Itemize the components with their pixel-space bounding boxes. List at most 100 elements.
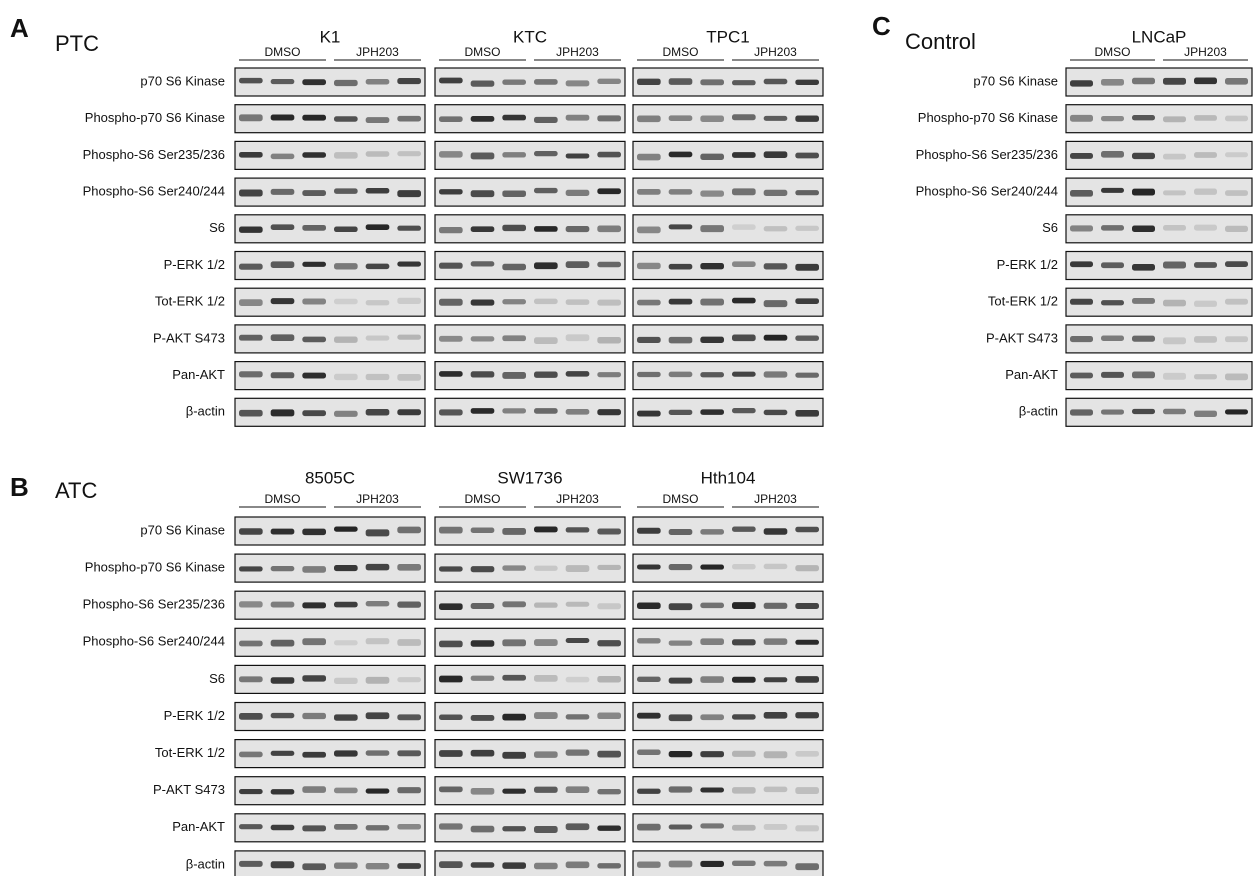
band	[597, 863, 621, 868]
band	[302, 115, 326, 121]
band	[637, 79, 661, 85]
band	[502, 789, 526, 794]
blot-frame	[235, 398, 425, 426]
band	[471, 528, 495, 533]
band	[669, 152, 693, 158]
band	[397, 409, 421, 415]
blot	[1066, 215, 1252, 243]
band	[700, 409, 724, 414]
band	[366, 788, 390, 793]
band	[700, 787, 724, 792]
blot-frame	[633, 105, 823, 133]
band	[397, 527, 421, 534]
band	[471, 261, 495, 266]
band	[502, 675, 526, 681]
band	[502, 152, 526, 157]
protein-label: P-ERK 1/2	[997, 257, 1058, 272]
blot-frame	[633, 68, 823, 96]
group-label: DMSO	[265, 492, 301, 506]
band	[1163, 261, 1186, 268]
blot	[235, 178, 425, 206]
band	[1070, 80, 1093, 86]
band	[566, 299, 590, 304]
blot	[235, 325, 425, 353]
band	[566, 527, 590, 532]
blot	[235, 105, 425, 133]
blot	[235, 740, 425, 768]
cell-line-name: TPC1	[706, 27, 749, 46]
blot-frame	[633, 178, 823, 206]
blot	[633, 517, 823, 545]
band	[732, 372, 756, 377]
blot	[1066, 68, 1252, 96]
band	[1225, 78, 1248, 85]
band	[669, 264, 693, 270]
protein-label: β-actin	[186, 856, 225, 871]
band	[795, 787, 819, 794]
band	[271, 261, 295, 268]
blot	[1066, 362, 1252, 390]
band	[795, 676, 819, 683]
protein-label: P-ERK 1/2	[164, 708, 225, 723]
blot	[435, 362, 625, 390]
band	[334, 152, 358, 159]
band	[1070, 190, 1093, 197]
blot-frame	[633, 288, 823, 316]
band	[1225, 373, 1248, 380]
blot	[235, 398, 425, 426]
blot-frame	[435, 628, 625, 656]
blot-frame	[435, 215, 625, 243]
band	[439, 409, 463, 415]
band	[597, 262, 621, 267]
band	[597, 751, 621, 758]
band	[439, 750, 463, 757]
group-label: JPH203	[754, 492, 797, 506]
band	[397, 190, 421, 197]
blot-frame	[235, 215, 425, 243]
blot	[633, 105, 823, 133]
band	[334, 527, 358, 532]
blot-frame	[235, 288, 425, 316]
band	[302, 863, 326, 870]
band	[795, 527, 819, 533]
band	[732, 564, 756, 569]
protein-label: Phospho-S6 Ser235/236	[916, 147, 1058, 162]
band	[669, 824, 693, 829]
band	[637, 116, 661, 123]
protein-label: Phospho-S6 Ser235/236	[83, 597, 225, 612]
band	[239, 264, 263, 270]
band	[397, 639, 421, 646]
band	[669, 337, 693, 344]
band	[534, 262, 558, 269]
band	[366, 151, 390, 156]
band	[700, 154, 724, 160]
band	[239, 78, 263, 83]
group-label: JPH203	[754, 45, 797, 59]
band	[1070, 225, 1093, 231]
band	[239, 152, 263, 158]
band	[397, 824, 421, 830]
band	[795, 640, 819, 645]
blot	[435, 591, 625, 619]
band	[637, 789, 661, 794]
band	[534, 299, 558, 304]
blot	[633, 851, 823, 876]
band	[439, 641, 463, 648]
band	[566, 602, 590, 607]
band	[471, 826, 495, 833]
band	[1163, 116, 1186, 122]
band	[1225, 226, 1248, 232]
band	[471, 603, 495, 609]
band	[334, 824, 358, 830]
band	[597, 826, 621, 831]
blot	[633, 740, 823, 768]
band	[302, 410, 326, 416]
blot-frame	[235, 740, 425, 768]
band	[764, 751, 788, 758]
blot	[633, 325, 823, 353]
blot	[235, 517, 425, 545]
band	[271, 115, 295, 121]
blot	[435, 554, 625, 582]
band	[637, 528, 661, 534]
band	[397, 787, 421, 793]
